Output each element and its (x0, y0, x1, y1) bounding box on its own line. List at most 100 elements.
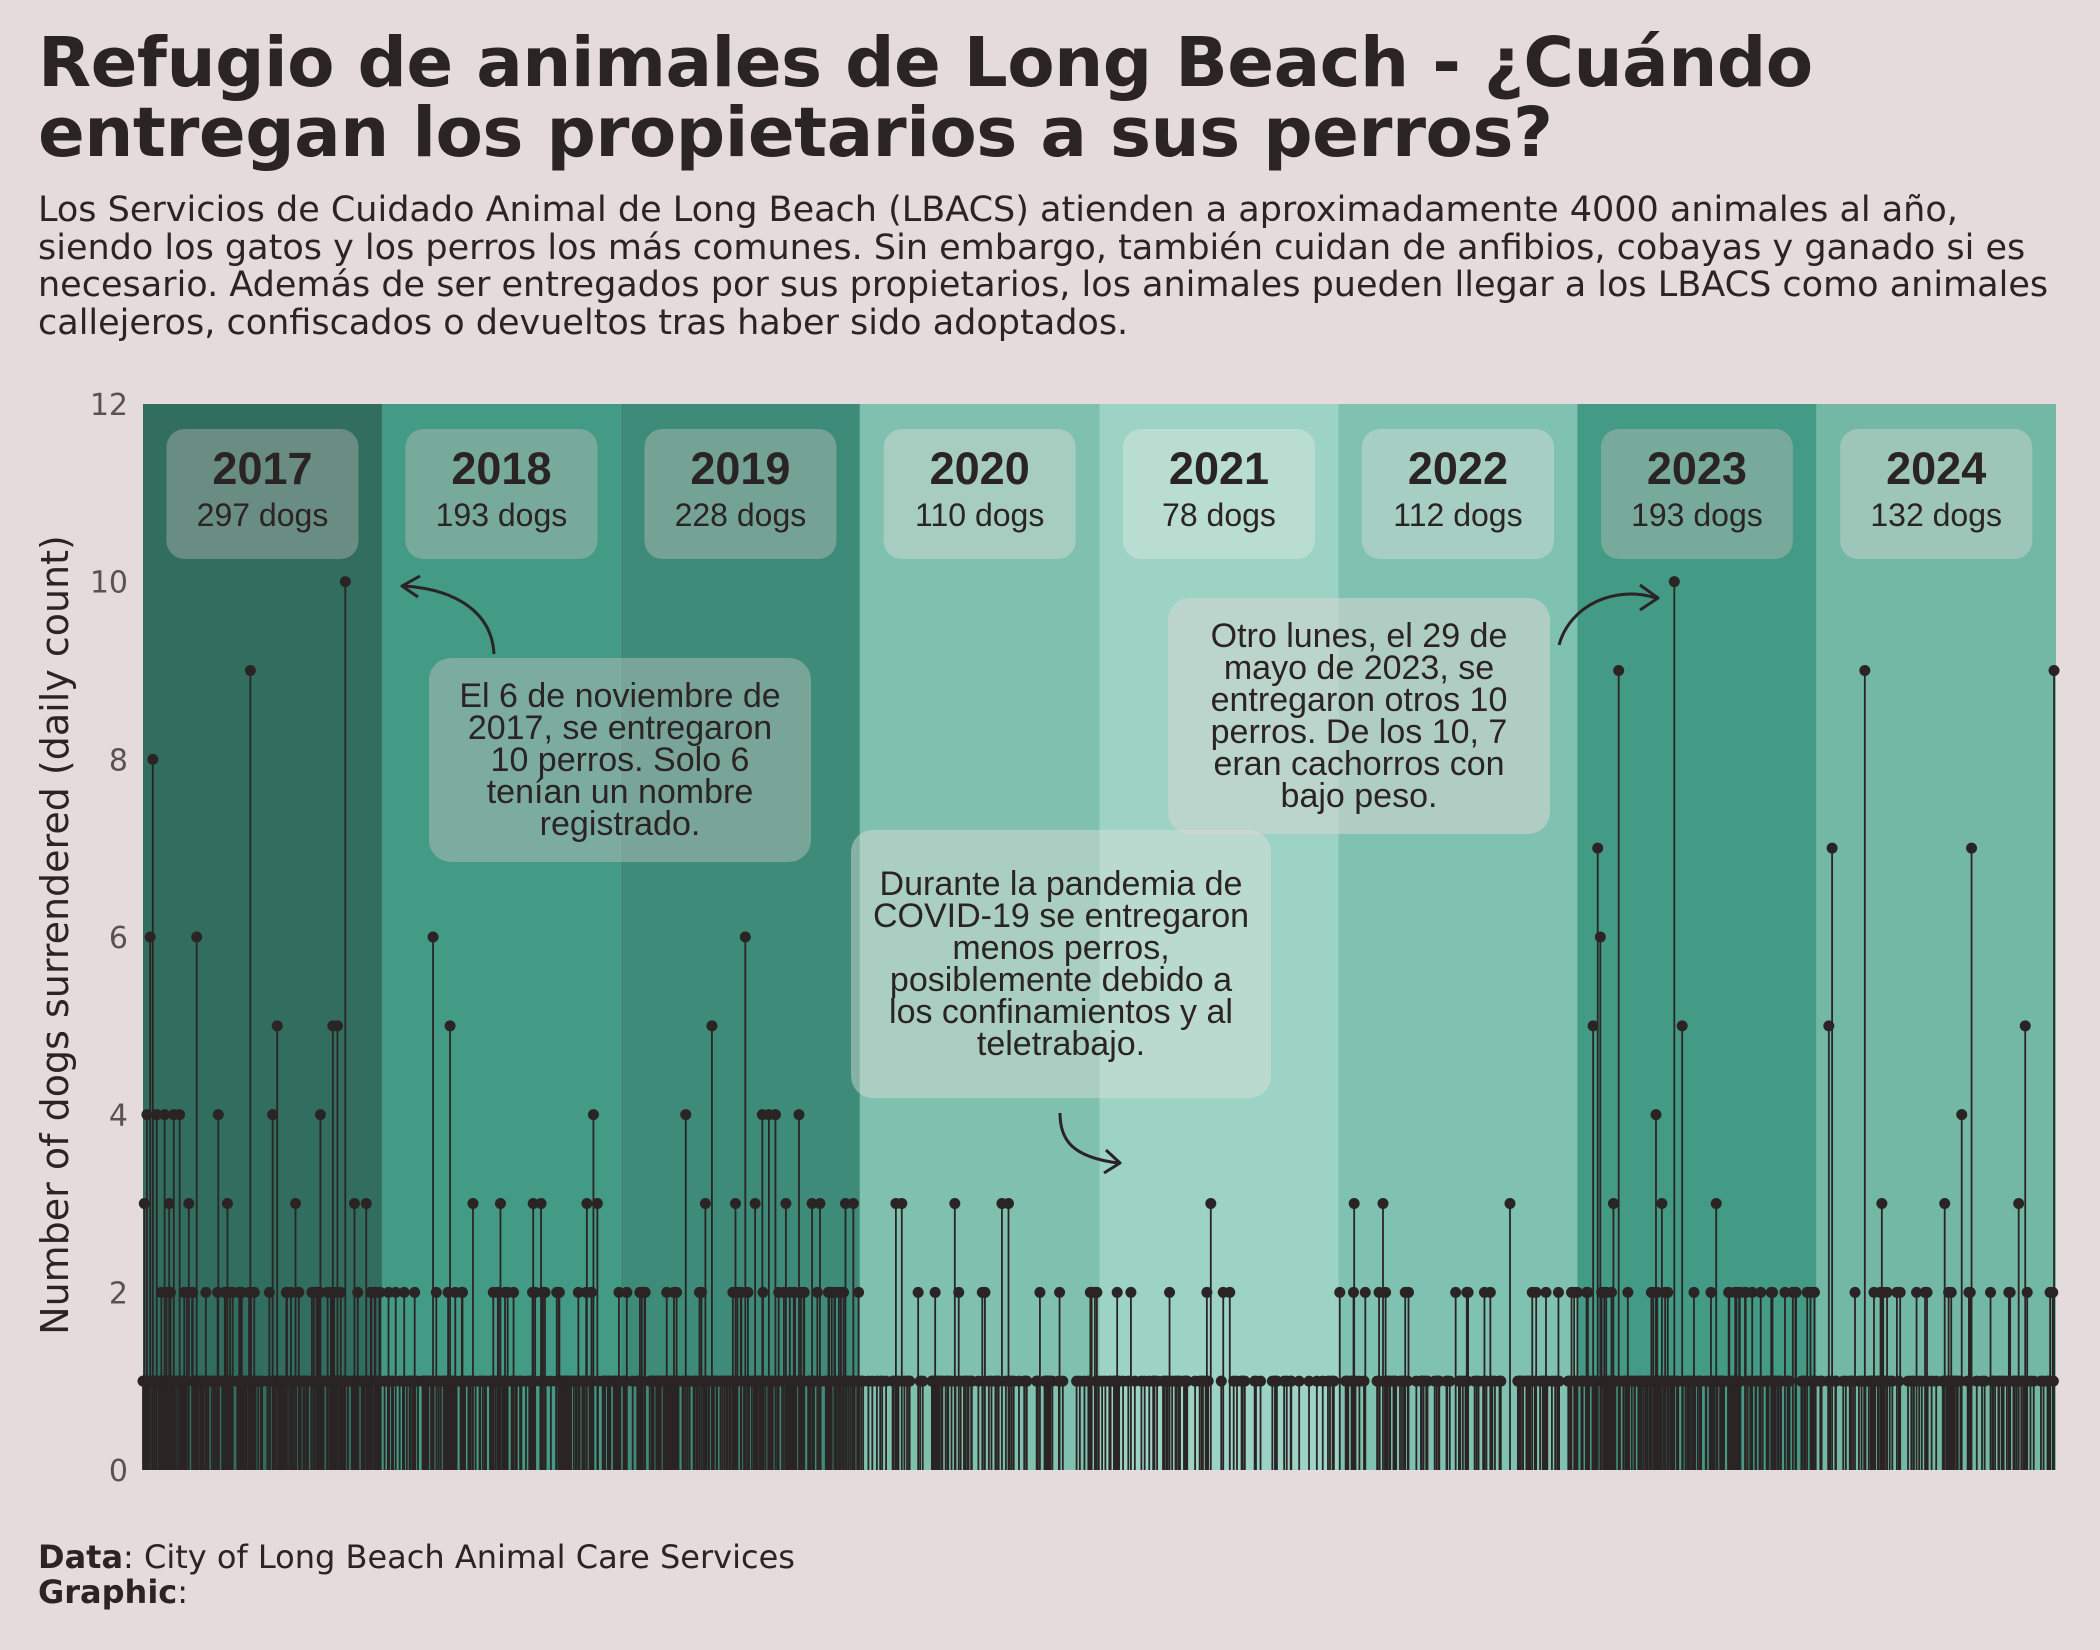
point-2017-01-12 (144, 931, 156, 943)
point-2017-08-22 (290, 1198, 302, 1209)
point-2017-11-06 (339, 576, 351, 588)
point-2018-02-04 (398, 1286, 410, 1298)
point-2018-09-07 (539, 1286, 551, 1298)
point-2019-12-07 (838, 1286, 850, 1298)
point-2018-11-20 (587, 1109, 599, 1121)
point-2024-07-25 (1945, 1286, 1957, 1298)
point-2020-11-06 (1057, 1375, 1069, 1387)
point-2018-03-20 (427, 931, 439, 943)
year-count-2023: 193 dogs (1631, 497, 1763, 533)
point-2017-02-10 (163, 1198, 175, 1209)
point-2022-12-04 (1553, 1375, 1565, 1387)
graphic-credit-value: : (177, 1573, 189, 1611)
year-label-2020: 2020 (930, 443, 1030, 494)
year-count-2019: 228 dogs (675, 497, 807, 533)
point-2017-06-20 (248, 1286, 260, 1298)
point-2021-05-15 (1181, 1375, 1193, 1387)
graphic-credit-label: Graphic (38, 1573, 178, 1611)
point-2023-02-22 (1605, 1286, 1617, 1298)
point-2024-07-15 (1939, 1198, 1951, 1209)
annotation-nov-2017: El 6 de noviembre de 2017, se entregaron… (429, 658, 811, 862)
page-title: Refugio de animales de Long Beach - ¿Cuá… (38, 23, 1813, 173)
data-credit: Data: City of Long Beach Animal Care Ser… (38, 1540, 795, 1575)
arrow-may-2023-head (1639, 583, 1660, 612)
point-2020-03-30 (912, 1286, 924, 1298)
annotation-may-2023: Otro lunes, el 29 de mayo de 2023, se en… (1168, 598, 1550, 834)
point-2023-02-05 (1594, 931, 1606, 943)
point-2019-07-25 (749, 1198, 761, 1209)
point-2017-07-25 (271, 1020, 283, 1032)
point-2022-12-03 (1552, 1286, 1564, 1298)
point-2020-04-06 (917, 1375, 929, 1387)
point-2022-02-09 (1358, 1375, 1370, 1387)
point-2019-07-14 (742, 1286, 754, 1298)
year-count-2020: 110 dogs (915, 497, 1044, 533)
year-band-2024 (1816, 404, 2056, 1470)
point-2017-10-30 (335, 1286, 347, 1298)
point-2017-02-03 (159, 1109, 171, 1121)
point-2019-12-30 (853, 1286, 865, 1298)
year-label-2018: 2018 (451, 443, 551, 494)
point-2020-03-05 (896, 1198, 908, 1209)
point-2021-06-16 (1202, 1375, 1214, 1387)
point-2018-08-20 (527, 1198, 539, 1209)
point-2021-06-14 (1201, 1286, 1213, 1298)
point-2023-06-28 (1688, 1286, 1700, 1298)
point-2023-11-14 (1779, 1286, 1791, 1298)
y-axis: 0 2 4 6 8 10 12 (90, 388, 128, 1489)
point-2021-07-06 (1215, 1375, 1227, 1387)
point-2022-07-18 (1462, 1286, 1474, 1298)
arrow-nov-2017 (404, 584, 496, 655)
y-tick-4: 4 (109, 1099, 128, 1134)
point-2024-08-23 (1964, 1286, 1976, 1298)
point-2024-11-15 (2019, 1020, 2031, 1032)
point-2024-05-06 (1893, 1375, 1905, 1387)
point-2021-02-18 (1125, 1286, 1137, 1298)
point-2018-02-20 (409, 1286, 421, 1298)
point-2019-07-10 (739, 931, 751, 943)
point-2022-08-21 (1484, 1286, 1496, 1298)
point-2020-04-25 (929, 1286, 941, 1298)
year-label-2022: 2022 (1408, 443, 1508, 494)
point-2019-03-27 (671, 1286, 683, 1298)
y-tick-0: 0 (109, 1454, 128, 1489)
point-2018-09-29 (553, 1286, 565, 1298)
point-2023-05-01 (1650, 1109, 1662, 1121)
point-2022-04-17 (1402, 1375, 1414, 1387)
point-2017-03-18 (187, 1286, 199, 1298)
point-2023-12-01 (1790, 1286, 1802, 1298)
point-2021-11-17 (1303, 1375, 1315, 1387)
y-tick-10: 10 (90, 566, 128, 601)
point-2017-11-25 (352, 1286, 364, 1298)
y-tick-12: 12 (90, 388, 128, 423)
point-2017-01-16 (147, 753, 159, 765)
point-2022-06-20 (1444, 1375, 1456, 1387)
arrow-may-2023 (1557, 592, 1657, 646)
point-2021-12-25 (1328, 1375, 1340, 1387)
point-2020-03-17 (904, 1375, 916, 1387)
year-box-2022 (1361, 429, 1554, 559)
point-2023-05-29 (1668, 576, 1680, 588)
point-2024-11-05 (2013, 1198, 2025, 1209)
point-2019-12-22 (847, 1198, 859, 1209)
point-2017-08-27 (293, 1286, 305, 1298)
point-2023-06-10 (1676, 1020, 1688, 1032)
point-2020-05-31 (953, 1286, 965, 1298)
point-2019-06-25 (729, 1198, 741, 1209)
point-2024-12-29 (2048, 665, 2060, 676)
point-2023-02-25 (1607, 1198, 1619, 1209)
point-2024-03-15 (1859, 665, 1871, 676)
point-2017-02-12 (164, 1286, 176, 1298)
point-2023-05-10 (1656, 1198, 1668, 1209)
point-2019-08-25 (769, 1109, 781, 1121)
point-2018-12-29 (613, 1286, 625, 1298)
point-2019-05-04 (695, 1286, 707, 1298)
point-2019-12-10 (839, 1198, 851, 1209)
arrow-covid (1058, 1112, 1119, 1165)
point-2022-09-06 (1495, 1375, 1507, 1387)
point-2022-10-30 (1530, 1286, 1542, 1298)
point-2024-10-23 (2004, 1286, 2016, 1298)
point-2021-11-02 (1293, 1375, 1305, 1387)
year-count-2018: 193 dogs (436, 497, 568, 533)
